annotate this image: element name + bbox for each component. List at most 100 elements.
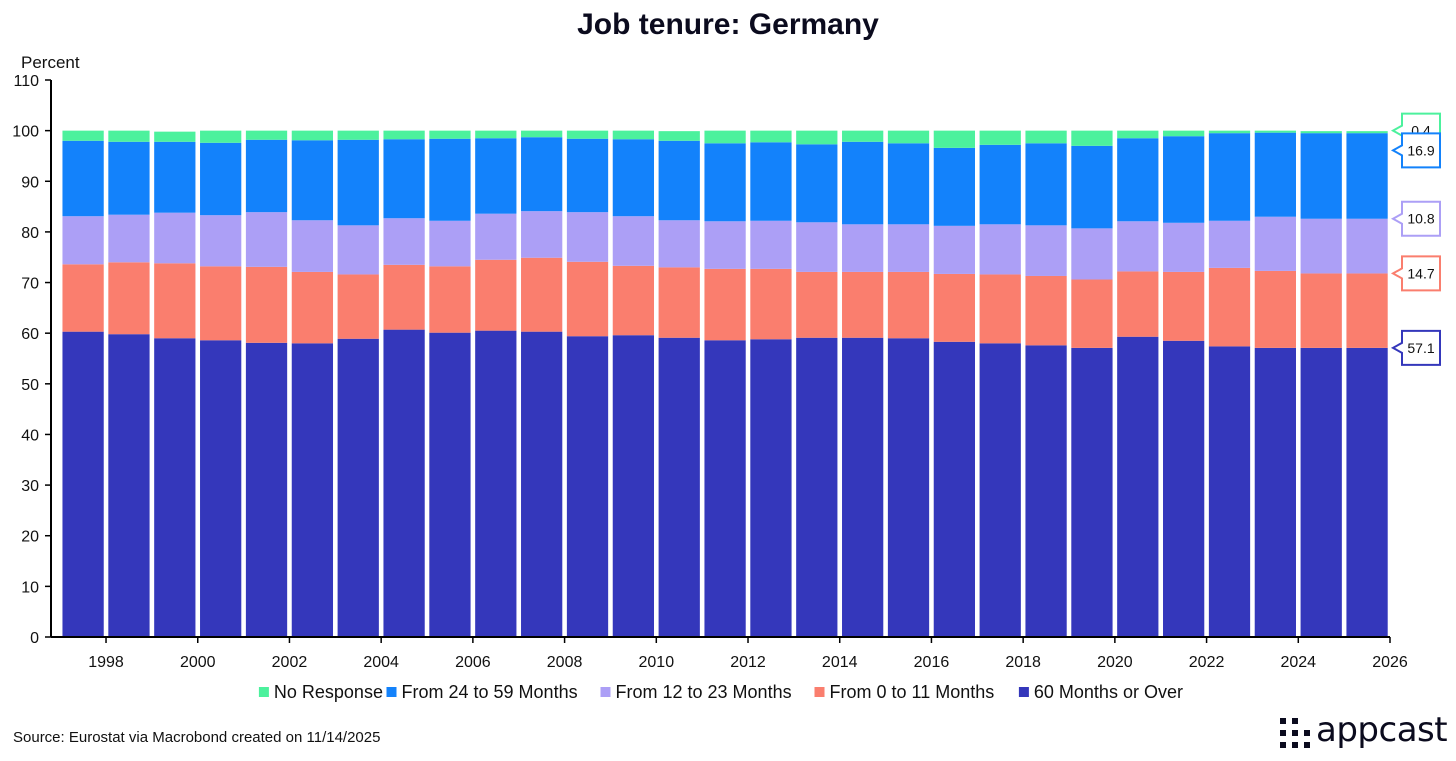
end-label-box [1390, 255, 1441, 292]
x-tick-label: 2010 [639, 654, 675, 671]
bar-segment [1117, 271, 1159, 337]
bar-segment [1208, 346, 1251, 637]
bar-segment [566, 336, 609, 637]
bar-segment [933, 147, 976, 226]
bar-segment [933, 341, 976, 637]
legend-label: 60 Months or Over [1034, 682, 1183, 702]
bar-segment [566, 212, 609, 262]
bar-segment [750, 220, 792, 269]
bar-segment [475, 130, 517, 139]
bar-segment [796, 144, 838, 223]
bar-segment [842, 271, 884, 338]
bar-segment [108, 334, 150, 637]
bar-segment [200, 142, 242, 216]
bar-segment [1254, 270, 1296, 348]
bar-segment [796, 271, 838, 338]
end-label-value: 14.7 [1407, 265, 1434, 281]
bar-segment [796, 222, 838, 272]
bar-segment [429, 332, 471, 637]
bar-segment [245, 130, 288, 140]
bar-segment [658, 131, 700, 141]
bar-segment [979, 343, 1021, 637]
bar-segment [475, 259, 517, 331]
bar-segment [1346, 218, 1388, 274]
x-tick-label: 2006 [455, 654, 491, 671]
bar-segment [612, 216, 655, 266]
bar-segment [200, 215, 242, 267]
y-tick-label: 40 [21, 427, 39, 444]
bar-segment [429, 130, 471, 139]
bar-segment [1208, 130, 1251, 134]
bar-segment [1117, 138, 1159, 222]
end-label-box [1390, 132, 1441, 169]
bar-segment [1071, 347, 1113, 637]
bar-segment [658, 337, 700, 637]
bar-segment [62, 216, 104, 265]
bar-segment [1300, 347, 1342, 637]
x-tick-label: 2004 [363, 654, 399, 671]
x-tick-label: 2026 [1372, 654, 1408, 671]
bar-segment [612, 265, 655, 336]
bar-segment [475, 138, 517, 214]
bar-segment [108, 262, 150, 335]
bar-segment [383, 264, 425, 330]
bar-segment [337, 130, 379, 140]
bar-segment [1300, 131, 1342, 134]
bar-segment [1163, 136, 1205, 223]
bar-segment [1025, 130, 1067, 144]
legend-swatch [258, 687, 269, 697]
legend-label: No Response [274, 682, 383, 702]
bar-segment [1346, 131, 1388, 134]
bar-segment [383, 218, 425, 265]
bar-segment [842, 224, 884, 272]
y-tick-label: 90 [21, 174, 39, 191]
bar-segment [979, 274, 1021, 344]
bar-segment [291, 271, 334, 344]
bar-segment [337, 139, 379, 226]
bar-segment [933, 130, 976, 148]
bar-segment [1025, 345, 1067, 637]
bar-segment [62, 140, 104, 217]
bar-segment [62, 331, 104, 637]
bar-segment [887, 338, 930, 637]
bar-segment [1254, 216, 1296, 271]
bar-segment [154, 263, 196, 339]
bar-segment [1117, 336, 1159, 637]
bar-segment [1300, 218, 1342, 274]
bar-segment [1208, 267, 1251, 347]
bar-segment [842, 130, 884, 142]
y-tick-label: 100 [12, 124, 39, 141]
end-label-box [1390, 329, 1441, 366]
y-tick-label: 70 [21, 276, 39, 293]
bar-segment [521, 130, 563, 138]
end-label-value: 16.9 [1407, 142, 1434, 158]
source-note: Source: Eurostat via Macrobond created o… [13, 729, 381, 746]
bar-segment [1300, 133, 1342, 219]
bar-segment [108, 214, 150, 263]
bar-segment [1025, 225, 1067, 276]
y-tick-label: 60 [21, 326, 39, 343]
bar-segment [200, 130, 242, 143]
bar-segment [475, 330, 517, 637]
bar-segment [337, 225, 379, 275]
bar-segment [1346, 133, 1388, 219]
bar-segment [704, 221, 746, 269]
bar-segment [979, 144, 1021, 225]
bar-segment [750, 142, 792, 221]
x-tick-label: 2024 [1280, 654, 1316, 671]
bar-segment [108, 141, 150, 215]
x-tick-label: 2018 [1005, 654, 1041, 671]
bar-segment [979, 224, 1021, 275]
x-tick-label: 2002 [272, 654, 308, 671]
bar-segment [750, 130, 792, 143]
bar-segment [337, 338, 379, 637]
bar-segment [429, 266, 471, 333]
y-tick-label: 30 [21, 478, 39, 495]
legend-label: From 12 to 23 Months [616, 682, 792, 702]
x-tick-label: 1998 [88, 654, 124, 671]
bar-segment [1346, 273, 1388, 348]
bar-segment [612, 130, 655, 140]
appcast-logo: appcast [1280, 710, 1450, 752]
bar-segment [1254, 132, 1296, 217]
bar-segment [566, 138, 609, 213]
